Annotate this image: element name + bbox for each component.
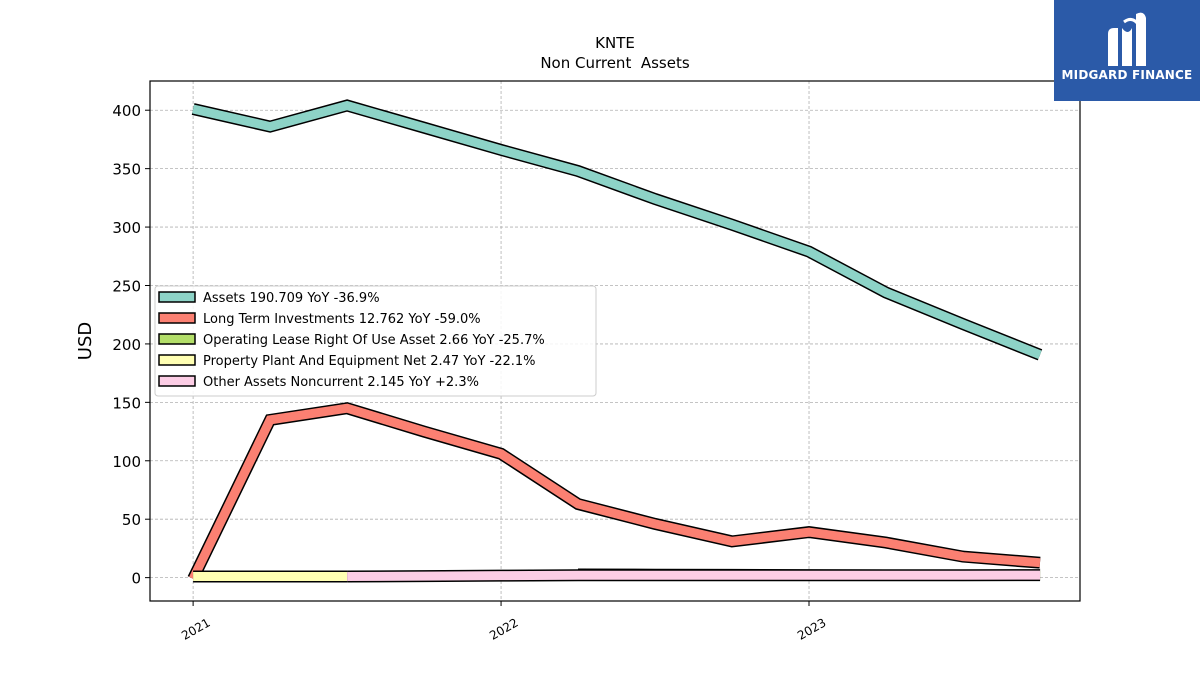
x-tick-label: 2021: [179, 615, 212, 642]
series-line-other-assets-noncurrent: [347, 570, 1041, 581]
legend-box: [154, 285, 597, 397]
legend-swatch: [158, 375, 196, 387]
y-tick-label: 100: [112, 453, 141, 471]
legend-label: Other Assets Noncurrent 2.145 YoY +2.3%: [203, 375, 479, 390]
y-tick-label: 0: [131, 570, 141, 588]
brand-logo: MIDGARD FINANCE: [1054, 0, 1200, 101]
x-tick-label: 2023: [795, 615, 828, 642]
y-axis-label: USD: [75, 322, 96, 360]
series-layer: [187, 99, 1043, 583]
legend: Assets 190.709 YoY -36.9% Long Term Inves…: [154, 285, 597, 397]
series-line-long-term-investments: [189, 403, 1041, 581]
y-tick-label: 400: [112, 102, 141, 120]
legend-label: Assets 190.709 YoY -36.9%: [203, 291, 380, 306]
legend-swatch: [158, 333, 196, 345]
x-tick-label: 2022: [487, 615, 520, 642]
y-tick-label: 300: [112, 219, 141, 237]
legend-swatch: [158, 354, 196, 366]
series-outline-long-term-investments: [187, 402, 1041, 582]
series-line-assets: [192, 100, 1042, 359]
y-tick-label: 50: [122, 511, 141, 529]
chart-title: KNTE: [595, 34, 635, 52]
y-tick-label: 350: [112, 161, 141, 179]
logo-text: MIDGARD FINANCE: [1061, 68, 1193, 82]
y-tick-label: 200: [112, 336, 141, 354]
legend-label: Property Plant And Equipment Net 2.47 Yo…: [203, 354, 536, 369]
y-tick-label: 150: [112, 394, 141, 412]
x-ticks: 2021 2022 2023: [179, 601, 829, 643]
y-ticks: 0 50 100 150 200 250 300 350 400: [112, 102, 150, 588]
legend-label: Operating Lease Right Of Use Asset 2.66 …: [203, 333, 545, 348]
legend-label: Long Term Investments 12.762 YoY -59.0%: [203, 312, 481, 327]
legend-swatch: [158, 291, 196, 303]
plot-frame: [149, 80, 1081, 602]
logo-mark-icon: [1108, 12, 1146, 66]
legend-swatch: [158, 312, 196, 324]
chart-subtitle: Non Current Assets: [540, 54, 690, 72]
y-tick-label: 250: [112, 277, 141, 295]
